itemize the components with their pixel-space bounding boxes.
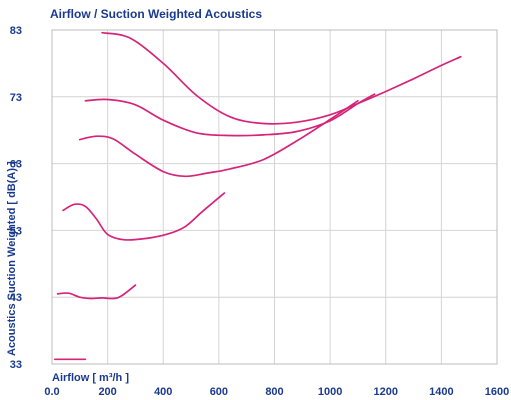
- series-line-4: [62, 192, 226, 241]
- y-tick-label: 73: [10, 92, 22, 104]
- y-tick-label: 33: [10, 359, 22, 371]
- x-tick-label: 1200: [374, 386, 398, 398]
- x-tick-label: 1600: [485, 386, 509, 398]
- series-lines: [53, 31, 462, 361]
- y-axis-label: Acoustics Suction Weighted [ dB(A) ]: [6, 161, 18, 356]
- x-axis-label: Airflow [ m³/h ]: [52, 372, 129, 384]
- x-tick-label: 200: [98, 386, 116, 398]
- x-tick-label: 400: [154, 386, 172, 398]
- y-tick-label: 63: [10, 159, 22, 171]
- x-tick-label: 800: [265, 386, 283, 398]
- x-tick-label: 1000: [318, 386, 342, 398]
- x-tick-label: 1400: [429, 386, 453, 398]
- grid: [52, 30, 497, 364]
- plot-frame: [51, 29, 498, 365]
- series-line-3: [78, 99, 359, 178]
- series-line-5: [56, 284, 137, 300]
- x-axis-ticks: 0.0 200 400 600 800 1000 1200 1400 1600: [44, 386, 509, 398]
- chart-title: Airflow / Suction Weighted Acoustics: [50, 7, 262, 21]
- y-tick-label: 83: [10, 25, 22, 37]
- series-line-2: [84, 93, 376, 137]
- series-line-1: [101, 31, 462, 125]
- y-tick-label: 53: [10, 225, 22, 237]
- y-tick-label: 43: [10, 292, 22, 304]
- x-tick-label: 0.0: [44, 386, 59, 398]
- x-tick-label: 600: [210, 386, 228, 398]
- y-axis-ticks: 33 43 53 63 73 83: [10, 25, 22, 371]
